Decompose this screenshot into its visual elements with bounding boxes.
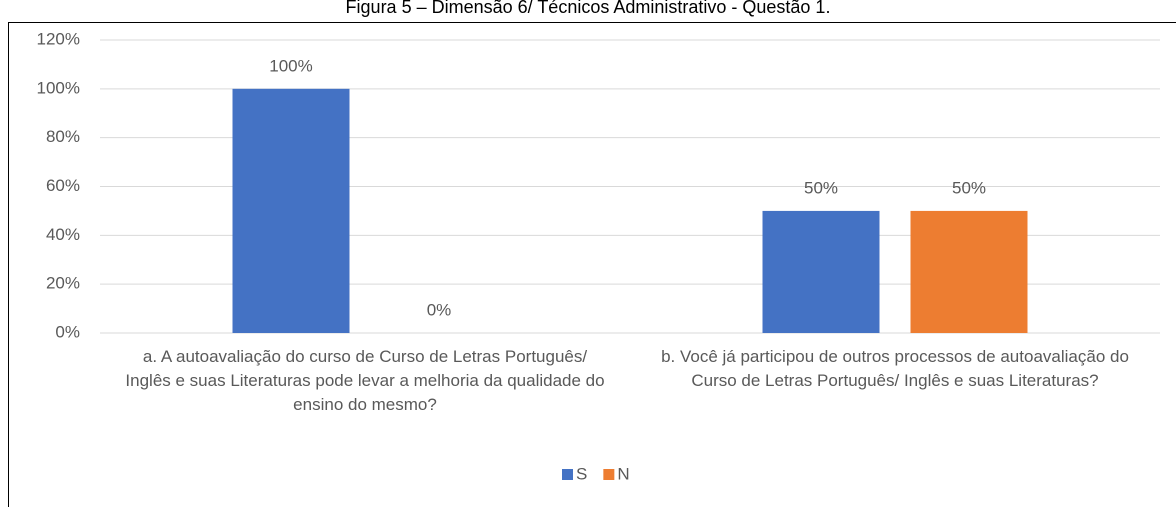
data-label: 50% <box>804 178 838 197</box>
legend-label: N <box>617 464 629 483</box>
bar <box>762 210 880 333</box>
y-tick-label: 60% <box>46 176 80 195</box>
y-tick-label: 100% <box>37 78 80 97</box>
x-tick-label: a. A autoavaliação do curso de Curso de … <box>125 347 605 414</box>
y-tick-label: 40% <box>46 225 80 244</box>
y-tick-label: 20% <box>46 274 80 293</box>
bar <box>232 88 350 333</box>
bar <box>910 210 1028 333</box>
chart-title: Figura 5 – Dimensão 6/ Técnicos Administ… <box>346 0 831 17</box>
data-label: 0% <box>427 300 452 319</box>
legend-swatch <box>562 469 573 480</box>
legend-swatch <box>603 469 615 480</box>
data-label: 100% <box>269 56 312 75</box>
x-tick-label-box: a. A autoavaliação do curso de Curso de … <box>125 347 605 414</box>
data-label: 50% <box>952 178 986 197</box>
y-tick-label: 80% <box>46 127 80 146</box>
x-tick-label: b. Você já participou de outros processo… <box>661 347 1129 390</box>
x-tick-label-box: b. Você já participou de outros processo… <box>661 347 1129 390</box>
y-tick-label: 0% <box>55 322 80 341</box>
legend-label: S <box>576 464 587 483</box>
y-tick-label: 120% <box>37 29 80 48</box>
